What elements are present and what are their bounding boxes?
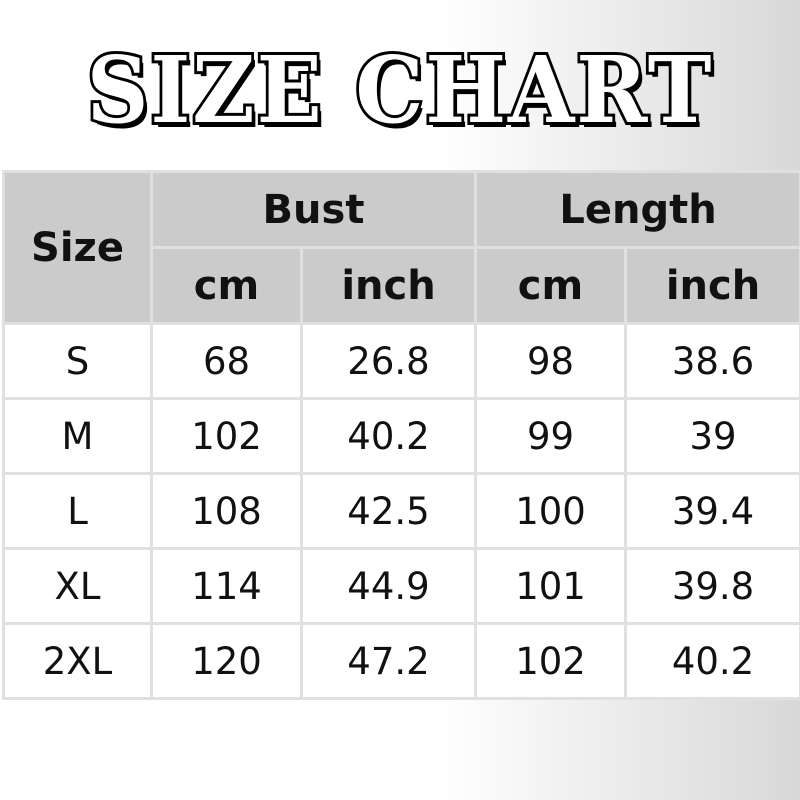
cell-length-cm: 100 bbox=[474, 472, 627, 550]
header-bust: Bust bbox=[150, 170, 477, 249]
cell-size: L bbox=[2, 472, 153, 550]
cell-bust-inch: 42.5 bbox=[300, 472, 477, 550]
header-length-inch: inch bbox=[623, 246, 800, 325]
cell-length-cm: 102 bbox=[474, 622, 627, 700]
cell-size: S bbox=[2, 322, 153, 400]
table-row: S 68 26.8 98 38.6 bbox=[2, 322, 800, 400]
page-title: SIZE CHART bbox=[84, 36, 714, 144]
cell-size: M bbox=[2, 397, 153, 475]
header-bust-cm: cm bbox=[150, 246, 303, 325]
cell-length-cm: 101 bbox=[474, 547, 627, 625]
cell-length-cm: 98 bbox=[474, 322, 627, 400]
header-size: Size bbox=[2, 170, 153, 325]
header-length-cm: cm bbox=[474, 246, 627, 325]
cell-length-inch: 39.4 bbox=[623, 472, 800, 550]
cell-bust-inch: 26.8 bbox=[300, 322, 477, 400]
size-table: Size Bust Length cm inch cm inch S 68 26.8… bbox=[2, 170, 800, 700]
table-row: 2XL 120 47.2 102 40.2 bbox=[2, 622, 800, 700]
cell-bust-inch: 47.2 bbox=[300, 622, 477, 700]
cell-size: XL bbox=[2, 547, 153, 625]
cell-length-inch: 40.2 bbox=[623, 622, 800, 700]
cell-bust-cm: 108 bbox=[150, 472, 303, 550]
table-row: L 108 42.5 100 39.4 bbox=[2, 472, 800, 550]
cell-bust-cm: 120 bbox=[150, 622, 303, 700]
cell-bust-cm: 114 bbox=[150, 547, 303, 625]
cell-length-cm: 99 bbox=[474, 397, 627, 475]
cell-bust-inch: 44.9 bbox=[300, 547, 477, 625]
table-row: XL 114 44.9 101 39.8 bbox=[2, 547, 800, 625]
cell-size: 2XL bbox=[2, 622, 153, 700]
cell-bust-inch: 40.2 bbox=[300, 397, 477, 475]
header-length: Length bbox=[473, 170, 800, 249]
header-bust-inch: inch bbox=[300, 246, 477, 325]
cell-length-inch: 39.8 bbox=[623, 547, 800, 625]
cell-bust-cm: 102 bbox=[150, 397, 303, 475]
table-row: M 102 40.2 99 39 bbox=[2, 397, 800, 475]
cell-length-inch: 38.6 bbox=[623, 322, 800, 400]
cell-bust-cm: 68 bbox=[150, 322, 303, 400]
cell-length-inch: 39 bbox=[623, 397, 800, 475]
